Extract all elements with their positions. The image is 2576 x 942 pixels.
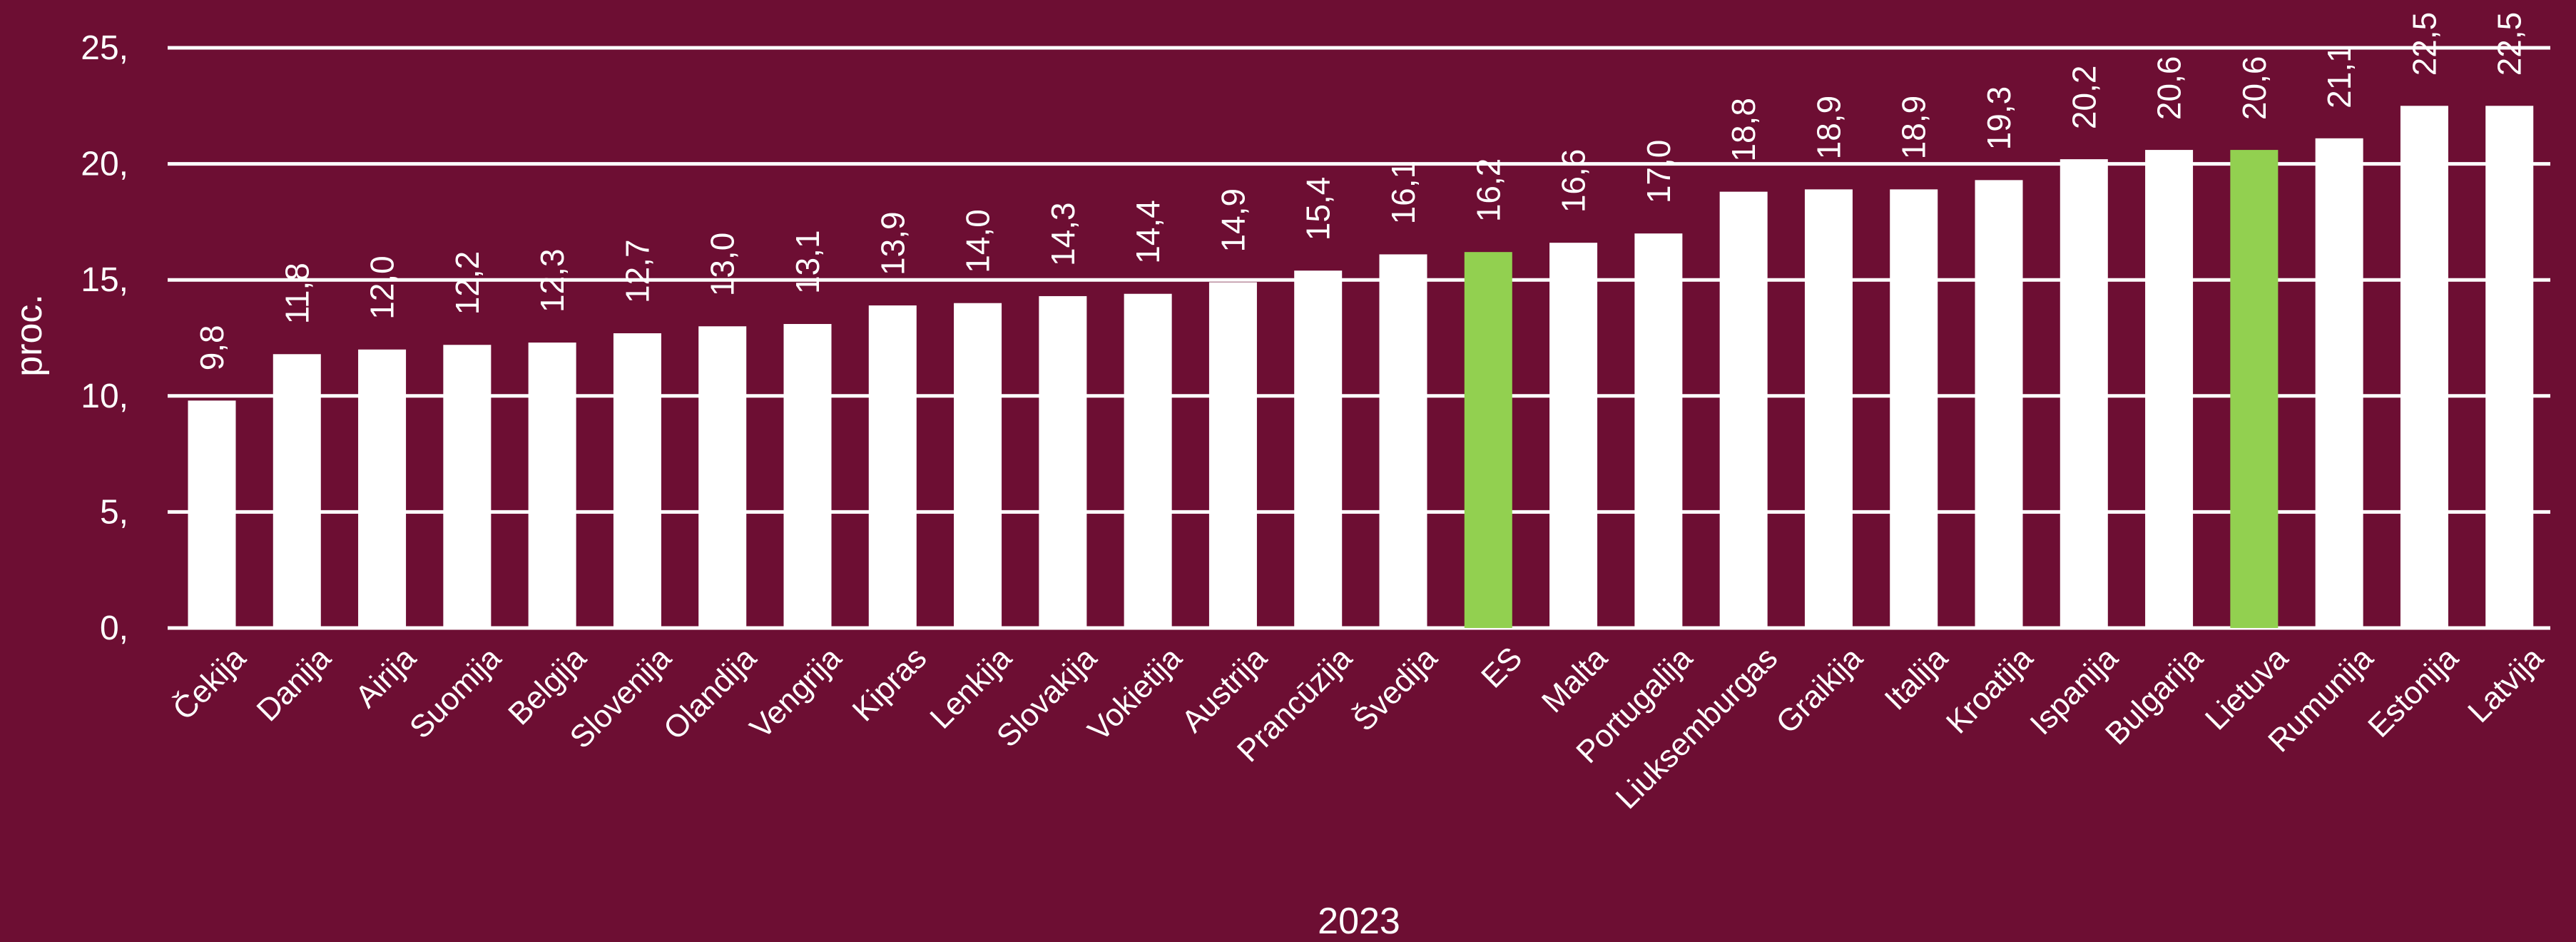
data-label: 22,5 [2491, 12, 2528, 76]
data-label: 14,4 [1129, 200, 1166, 264]
data-label: 20,6 [2151, 56, 2188, 121]
bar [2060, 159, 2108, 628]
bar [1975, 180, 2023, 628]
data-label: 16,6 [1555, 149, 1592, 213]
bar [1039, 295, 1087, 628]
data-label: 9,8 [193, 325, 230, 370]
bar [783, 323, 832, 628]
y-tick-label: 5, [100, 493, 128, 531]
data-label: 22,5 [2406, 12, 2443, 76]
bar [954, 303, 1002, 628]
bar [273, 354, 321, 628]
bar [1208, 282, 1257, 628]
data-label: 12,3 [534, 248, 571, 313]
bar [1379, 254, 1427, 629]
x-tick-label: Airija [349, 640, 423, 714]
data-label: 12,0 [364, 255, 401, 320]
x-tick-label: Malta [1535, 640, 1614, 719]
x-tick-label: Olandija [657, 640, 763, 746]
x-tick-label: Danija [250, 640, 337, 728]
bar [1464, 252, 1512, 628]
data-label: 16,1 [1385, 161, 1422, 225]
data-label: 13,9 [874, 211, 911, 275]
x-tick-label: Kipras [846, 640, 934, 728]
data-label: 20,2 [2065, 66, 2102, 130]
bar [2400, 106, 2448, 629]
bars [188, 106, 2534, 629]
y-tick-label: 0, [100, 609, 128, 647]
data-label: 16,2 [1470, 158, 1507, 223]
bar [1294, 270, 1343, 628]
data-label: 18,8 [1725, 98, 1762, 162]
data-label: 21,1 [2321, 44, 2358, 108]
x-tick-label: Švedija [1346, 639, 1445, 738]
bar [2145, 150, 2194, 628]
x-tick-label: Kroatija [1940, 640, 2040, 741]
bar [1549, 243, 1598, 629]
y-axis-ticks: 0, 5, 10, 15, 20, 25, [81, 29, 128, 647]
bar [1890, 189, 1938, 628]
y-tick-label: 15, [81, 261, 128, 299]
bar [188, 400, 236, 628]
data-label: 14,3 [1044, 202, 1081, 266]
value-labels: 9,8 11,8 12,0 12,2 12,3 12,7 13,0 13,1 13,9 14,0 1… [193, 12, 2528, 371]
data-label: 14,9 [1214, 188, 1251, 253]
data-label: 12,2 [449, 251, 486, 315]
data-label: 13,0 [704, 233, 741, 297]
data-label: 15,4 [1300, 177, 1337, 241]
bar [613, 333, 661, 628]
data-label: 18,9 [1810, 96, 1847, 160]
x-tick-label: Graikija [1769, 640, 1869, 740]
data-label: 17,0 [1640, 140, 1677, 204]
x-tick-label: Suomija [403, 640, 508, 745]
x-tick-label: ES [1475, 640, 1529, 694]
bar [443, 345, 492, 628]
x-tick-label: Estonija [2361, 640, 2465, 744]
data-label: 19,3 [1980, 86, 2017, 151]
x-tick-label: Italija [1878, 640, 1955, 717]
data-label: 12,7 [618, 239, 656, 303]
bar [1634, 233, 1683, 628]
bar [2315, 138, 2363, 628]
x-tick-label: Vokietija [1081, 640, 1189, 748]
data-label: 18,9 [1895, 96, 1933, 160]
bar [358, 349, 407, 628]
bar [2230, 150, 2279, 628]
data-label: 11,8 [278, 263, 315, 324]
y-tick-label: 25, [81, 29, 128, 67]
bar [2485, 106, 2534, 629]
y-tick-label: 10, [81, 378, 128, 415]
bar [1124, 293, 1172, 628]
bar [1719, 191, 1768, 628]
x-axis-title: 2023 [1318, 901, 1400, 942]
bar [1804, 189, 1853, 628]
data-label: 20,6 [2236, 56, 2273, 121]
data-label: 13,1 [789, 230, 826, 294]
y-tick-label: 20, [81, 146, 128, 183]
x-tick-label: Vengrija [743, 640, 848, 745]
x-tick-label: Čekija [166, 639, 253, 726]
bar [698, 326, 747, 628]
data-label: 14,0 [959, 209, 997, 273]
x-tick-label: Latvija [2461, 640, 2550, 729]
y-axis-title: proc. [9, 294, 50, 377]
bar [868, 305, 917, 628]
bar [528, 343, 576, 628]
